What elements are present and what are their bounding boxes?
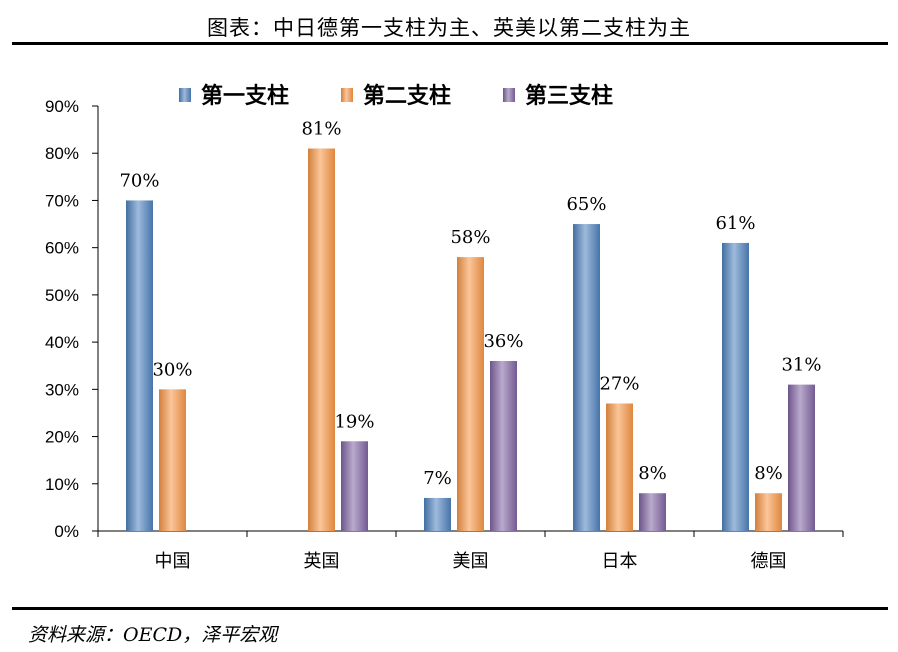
data-label: 36%	[483, 331, 523, 352]
y-tick-label: 30%	[45, 380, 79, 399]
header-rule	[12, 42, 888, 45]
y-tick-label: 60%	[45, 239, 79, 258]
bar	[606, 403, 633, 531]
bar	[490, 361, 517, 531]
y-tick-label: 40%	[45, 333, 79, 352]
data-label: 61%	[715, 213, 755, 234]
legend-label: 第一支柱	[201, 83, 289, 109]
data-label: 70%	[119, 170, 159, 191]
axes: 0% 10% 20% 30% 40% 50% 60% 70% 80% 90% 中国 英国 美国 日本 德国	[45, 97, 844, 572]
bar	[126, 200, 153, 531]
y-tick-label: 0%	[54, 522, 79, 541]
bar	[788, 384, 815, 531]
bar	[341, 441, 368, 531]
data-label: 27%	[599, 374, 639, 395]
data-label: 7%	[423, 468, 452, 489]
y-tick-label: 50%	[45, 286, 79, 305]
x-category-label: 中国	[155, 551, 191, 572]
y-tick-label: 90%	[45, 97, 79, 116]
data-label: 8%	[638, 463, 667, 484]
x-category-label: 英国	[304, 551, 340, 572]
bar	[159, 389, 186, 531]
legend-label: 第三支柱	[525, 83, 613, 109]
x-category-label: 日本	[602, 551, 638, 572]
bar	[457, 257, 484, 531]
bar	[755, 493, 782, 531]
legend: 第一支柱 第二支柱 第三支柱	[179, 83, 613, 109]
y-tick-label: 20%	[45, 428, 79, 447]
bar	[639, 493, 666, 531]
bar	[424, 497, 451, 531]
chart-title: 图表：中日德第一支柱为主、英美以第二支柱为主	[207, 16, 691, 40]
legend-swatch	[503, 88, 515, 102]
y-tick-label: 80%	[45, 144, 79, 163]
data-label: 65%	[566, 194, 606, 215]
bar	[722, 242, 749, 531]
bar	[573, 224, 600, 532]
source-note: 资料来源：OECD，泽平宏观	[28, 624, 278, 646]
data-label: 31%	[781, 355, 821, 376]
footer-rule	[12, 607, 888, 610]
y-tick-label: 10%	[45, 475, 79, 494]
x-category-label: 德国	[751, 551, 787, 572]
data-label: 30%	[152, 359, 192, 380]
data-labels: 70% 30% 81% 19% 7% 58% 36% 65% 27% 8% 61% 8% 31%	[119, 119, 821, 489]
data-label: 8%	[754, 463, 783, 484]
x-category-label: 美国	[453, 551, 489, 572]
bars	[126, 148, 815, 532]
legend-swatch	[341, 88, 353, 102]
y-tick-label: 70%	[45, 191, 79, 210]
bar	[308, 148, 335, 531]
legend-swatch	[179, 88, 191, 102]
data-label: 19%	[334, 411, 374, 432]
data-label: 58%	[450, 227, 490, 248]
legend-label: 第二支柱	[363, 83, 451, 109]
data-label: 81%	[301, 119, 341, 140]
